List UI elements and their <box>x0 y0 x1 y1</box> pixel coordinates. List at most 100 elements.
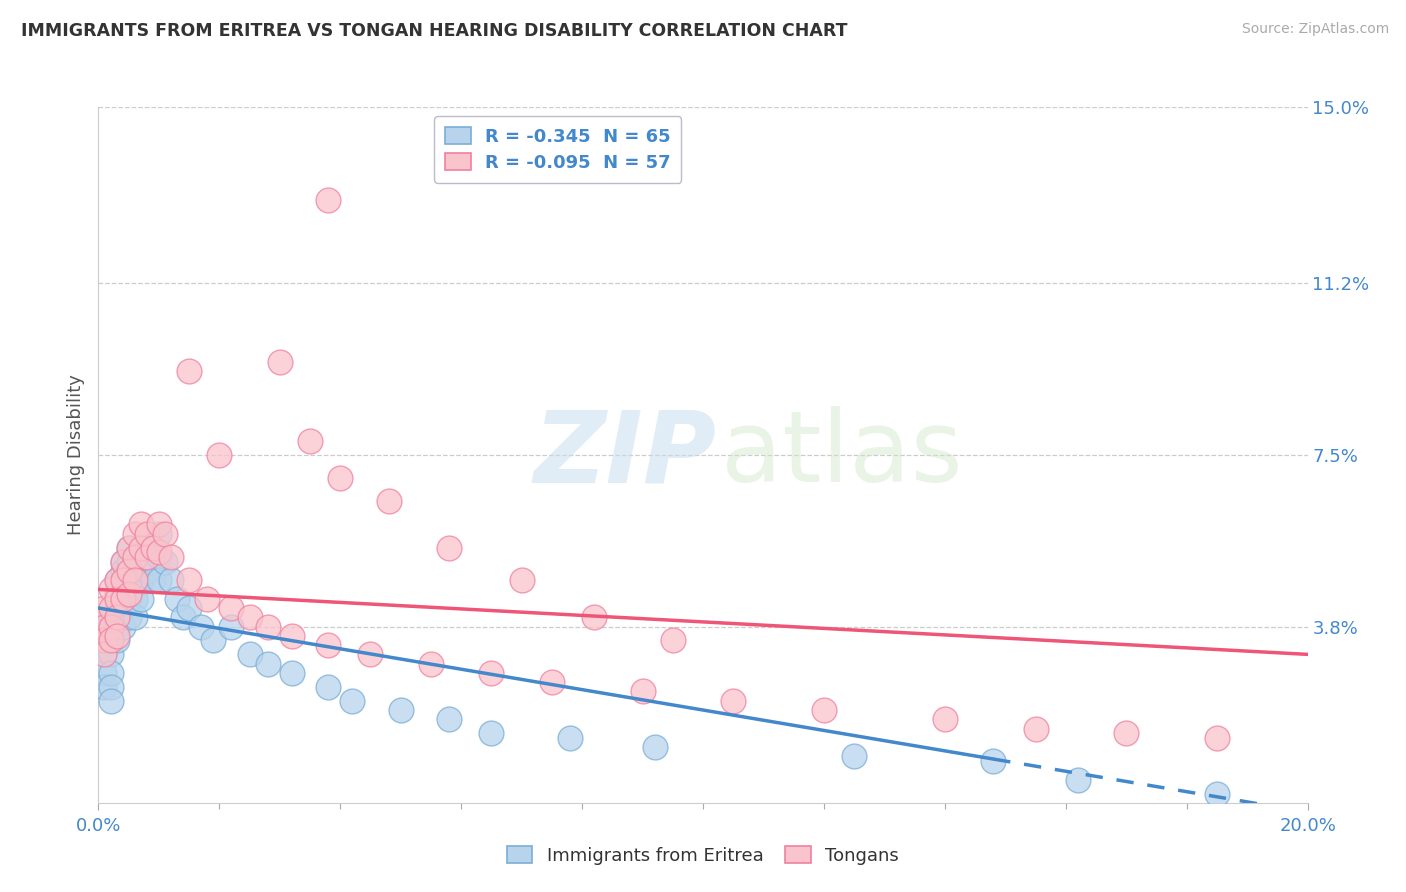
Point <box>124 578 146 592</box>
Point <box>118 541 141 555</box>
Point <box>256 657 278 671</box>
Point <box>93 648 115 662</box>
Point <box>100 582 122 597</box>
Point <box>221 619 243 633</box>
Point <box>124 526 146 541</box>
Point <box>105 610 128 624</box>
Point <box>100 619 122 633</box>
Point <box>118 573 141 587</box>
Point <box>481 665 503 680</box>
Point <box>329 471 352 485</box>
Point <box>148 526 170 541</box>
Point <box>153 555 176 569</box>
Point <box>111 573 134 587</box>
Point <box>631 684 654 698</box>
Point <box>105 573 128 587</box>
Point <box>129 541 152 555</box>
Text: Source: ZipAtlas.com: Source: ZipAtlas.com <box>1241 22 1389 37</box>
Point <box>118 587 141 601</box>
Point <box>93 601 115 615</box>
Point <box>135 541 157 555</box>
Point <box>111 573 134 587</box>
Point <box>93 633 115 648</box>
Point <box>721 694 744 708</box>
Point <box>124 573 146 587</box>
Point <box>239 648 262 662</box>
Point <box>93 680 115 694</box>
Point <box>583 610 606 624</box>
Point <box>100 633 122 648</box>
Point <box>1115 726 1137 740</box>
Point <box>105 610 128 624</box>
Point <box>129 517 152 532</box>
Point <box>281 629 304 643</box>
Point <box>1206 731 1229 745</box>
Point <box>93 619 115 633</box>
Point <box>111 587 134 601</box>
Point <box>124 564 146 578</box>
Point <box>111 619 134 633</box>
Point <box>540 675 562 690</box>
Point <box>316 680 339 694</box>
Point <box>105 629 128 643</box>
Point <box>135 564 157 578</box>
Point <box>316 193 339 207</box>
Point <box>118 610 141 624</box>
Point <box>269 355 291 369</box>
Point <box>558 731 581 745</box>
Point <box>142 573 165 587</box>
Point <box>142 555 165 569</box>
Point <box>281 665 304 680</box>
Point <box>844 749 866 764</box>
Point <box>437 712 460 726</box>
Point <box>100 633 122 648</box>
Point <box>160 549 183 564</box>
Point <box>419 657 441 671</box>
Point <box>93 648 115 662</box>
Point <box>111 555 134 569</box>
Point <box>111 564 134 578</box>
Point <box>299 434 322 448</box>
Point <box>256 619 278 633</box>
Point <box>177 573 201 587</box>
Point <box>481 726 503 740</box>
Point <box>124 549 146 564</box>
Point <box>377 494 399 508</box>
Point <box>111 591 134 606</box>
Point <box>135 549 157 564</box>
Point <box>202 633 225 648</box>
Point <box>142 541 165 555</box>
Point <box>124 591 146 606</box>
Point <box>1067 772 1090 787</box>
Point <box>105 619 128 633</box>
Y-axis label: Hearing Disability: Hearing Disability <box>66 375 84 535</box>
Point <box>195 591 218 606</box>
Point <box>177 601 201 615</box>
Point <box>100 610 122 624</box>
Point <box>93 633 115 648</box>
Point <box>118 591 141 606</box>
Point <box>135 526 157 541</box>
Point <box>342 694 364 708</box>
Legend: Immigrants from Eritrea, Tongans: Immigrants from Eritrea, Tongans <box>498 837 908 874</box>
Point <box>148 517 170 532</box>
Text: atlas: atlas <box>721 407 963 503</box>
Point <box>105 573 128 587</box>
Point <box>153 526 176 541</box>
Point <box>981 754 1004 768</box>
Point <box>316 638 339 652</box>
Point <box>644 740 666 755</box>
Point <box>100 694 122 708</box>
Point <box>813 703 835 717</box>
Text: ZIP: ZIP <box>534 407 717 503</box>
Point <box>105 633 128 648</box>
Point <box>148 549 170 564</box>
Point <box>360 648 382 662</box>
Point <box>160 573 183 587</box>
Point <box>190 619 212 633</box>
Point <box>105 601 128 615</box>
Text: IMMIGRANTS FROM ERITREA VS TONGAN HEARING DISABILITY CORRELATION CHART: IMMIGRANTS FROM ERITREA VS TONGAN HEARIN… <box>21 22 848 40</box>
Point <box>221 601 243 615</box>
Point <box>100 665 122 680</box>
Point <box>437 541 460 555</box>
